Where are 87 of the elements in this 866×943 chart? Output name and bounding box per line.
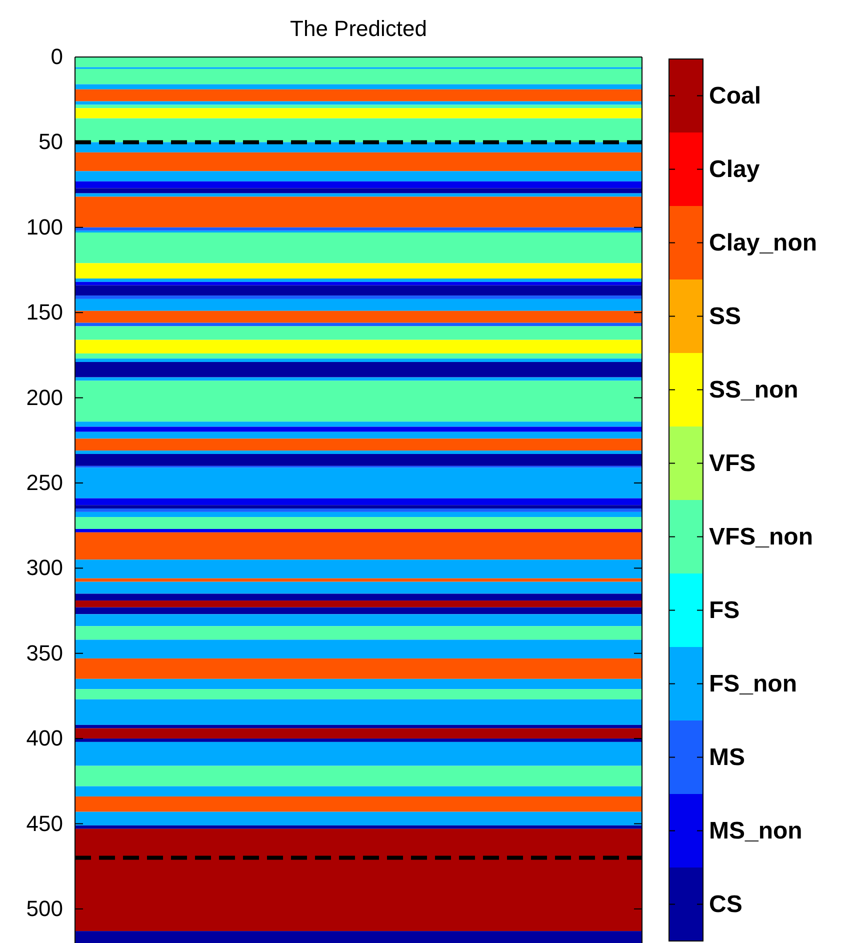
bar: [75, 931, 642, 943]
bar: [75, 738, 642, 742]
bar: [75, 594, 642, 601]
bar: [75, 512, 642, 518]
bar: [75, 362, 642, 378]
bar: [75, 505, 642, 509]
y-tick-label: 250: [26, 470, 63, 495]
y-tick-label: 400: [26, 726, 63, 751]
bar: [75, 528, 642, 532]
y-tick-label: 150: [26, 300, 63, 325]
color-bar-label: MS_non: [709, 817, 802, 844]
bar: [75, 724, 642, 728]
y-tick-label: 500: [26, 896, 63, 921]
y-tick-label: 300: [26, 555, 63, 580]
bar: [75, 689, 642, 700]
bar: [75, 517, 642, 529]
bar: [75, 796, 642, 812]
y-tick-label: 450: [26, 810, 63, 836]
bar: [75, 188, 642, 194]
color-bar-label: VFS: [709, 450, 756, 477]
bar: [75, 468, 642, 498]
bar: [75, 285, 642, 296]
y-tick-label: 200: [26, 384, 63, 410]
y-tick-label: 350: [26, 640, 63, 666]
bar: [75, 438, 642, 451]
bar: [75, 607, 642, 614]
bar: [75, 232, 642, 264]
bar: [75, 432, 642, 439]
bar: [75, 358, 642, 362]
bar: [75, 640, 642, 658]
bar: [75, 68, 642, 84]
color-bar-label: SS_non: [709, 376, 798, 404]
bar: [75, 108, 642, 118]
bar: [75, 699, 642, 725]
bar: [75, 532, 642, 560]
y-tick-label: 0: [50, 44, 63, 70]
bar: [75, 196, 642, 228]
bar: [75, 828, 642, 932]
bar: [75, 340, 642, 354]
bar: [75, 353, 642, 359]
bar: [75, 263, 642, 278]
chart-title: The Predicted: [290, 16, 427, 41]
bar: [75, 508, 642, 512]
bar: [75, 422, 642, 427]
color-bar-label: FS_non: [709, 670, 797, 698]
bar: [75, 380, 642, 422]
bar: [75, 152, 642, 172]
color-bar-label: MS: [709, 744, 745, 771]
bar: [75, 282, 642, 286]
bar: [75, 578, 642, 582]
bar: [75, 614, 642, 626]
bar: [75, 582, 642, 594]
bar: [75, 560, 642, 578]
bar: [75, 104, 642, 108]
bar: [75, 498, 642, 506]
bar: [75, 658, 642, 679]
bar: [75, 728, 642, 739]
bar: [75, 298, 642, 311]
bar: [75, 278, 642, 282]
bar: [75, 600, 642, 608]
bar: [75, 766, 642, 786]
bar: [75, 786, 642, 796]
y-tick-label: 50: [38, 129, 63, 154]
color-bar-label: FS: [709, 596, 740, 624]
bar: [75, 89, 642, 102]
bar: [75, 678, 642, 690]
bar: [75, 296, 642, 299]
bar: [75, 181, 642, 188]
bar: [75, 310, 642, 323]
color-bar-label: CS: [709, 890, 742, 918]
bar: [75, 326, 642, 340]
bar: [75, 825, 642, 829]
y-tick-label: 100: [26, 214, 63, 240]
bar: [75, 454, 642, 466]
bar: [75, 426, 642, 432]
bar: [75, 812, 642, 826]
color-bar-label: Clay: [709, 156, 760, 183]
color-bar-label: Coal: [709, 82, 762, 110]
color-bar-label: VFS_non: [709, 523, 814, 550]
color-bar-label: Clay_non: [709, 229, 818, 256]
bar: [75, 626, 642, 640]
bar: [75, 450, 642, 454]
bar: [75, 227, 642, 231]
bar: [75, 742, 642, 766]
bar: [75, 171, 642, 182]
color-bar-label: SS: [709, 302, 742, 330]
bar: [75, 84, 642, 90]
